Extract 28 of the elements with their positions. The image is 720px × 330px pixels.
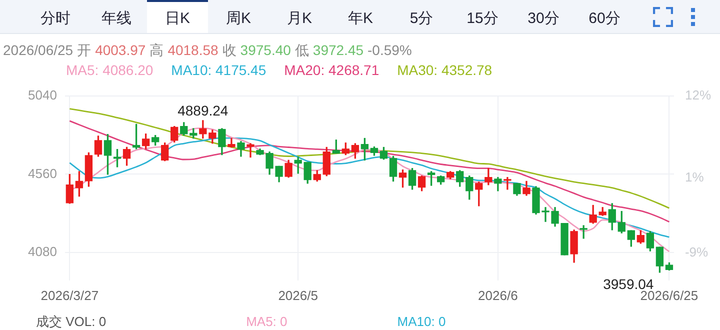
y-tick-label: 4560 [28, 166, 57, 181]
line-series [68, 120, 670, 222]
text: MA10: 4175.45 [171, 62, 266, 78]
text: 15分 [466, 9, 500, 29]
text: MA20: 4268.71 [284, 62, 380, 78]
text: 60分 [588, 9, 622, 29]
text: 日K [147, 0, 208, 33]
text: 5分 [408, 9, 434, 29]
text: 分时 [40, 9, 72, 29]
text: MA5: 4086.20 [66, 62, 154, 78]
x-tick-label: 2026/3/27 [40, 288, 99, 303]
text: 年线 [100, 9, 132, 29]
text: 2026/06/25 开 4003.97 高 4018.58 收 3975.40 低 3972.45 -0.59% [3, 42, 412, 58]
x-tick-label: 2026/6 [478, 288, 518, 303]
text: 年K [346, 9, 374, 29]
annotation: 4889.24 [178, 102, 228, 118]
y-tick-label: 4080 [28, 244, 57, 260]
text: 周K [224, 9, 252, 29]
text: MA5: 0 [246, 314, 288, 329]
text: 成交 VOL: 0 [36, 314, 106, 329]
candlestick [580, 225, 588, 239]
text: 月K [286, 9, 313, 29]
x-tick-label: 2026/5 [278, 288, 318, 303]
y-tick-label: 5040 [28, 87, 57, 102]
text: MA10: 0 [397, 314, 446, 329]
text: MA30: 4352.78 [397, 62, 492, 78]
candlestick [504, 176, 512, 190]
text: 30分 [526, 9, 560, 29]
